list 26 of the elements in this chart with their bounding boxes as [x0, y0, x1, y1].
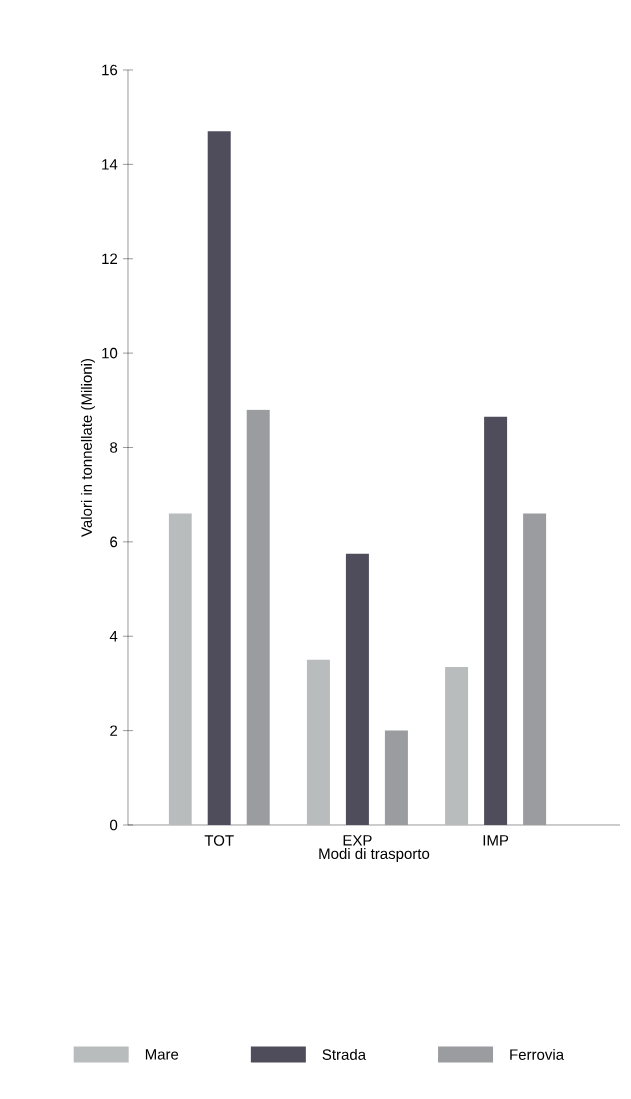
y-tick-label: 12 — [102, 253, 118, 264]
y-tick-label: 14 — [102, 159, 118, 170]
y-tick-label: 0 — [110, 819, 118, 831]
x-axis-title: Modi di trasporto — [319, 848, 430, 862]
bar — [523, 513, 547, 825]
bar — [345, 553, 369, 825]
legend-label: Ferrovia — [510, 1048, 565, 1060]
bar — [246, 409, 270, 825]
x-tick-label: IMP — [483, 835, 509, 846]
x-tick-label: TOT — [204, 835, 234, 846]
y-tick-label: 8 — [110, 442, 118, 453]
bar — [445, 666, 469, 825]
y-tick-label: 16 — [102, 64, 118, 76]
y-tick-label: 4 — [109, 631, 118, 642]
bar — [207, 131, 231, 825]
legend-label: Strada — [322, 1048, 367, 1060]
y-tick-label: 10 — [102, 347, 118, 359]
bar — [306, 659, 330, 825]
x-tick-label: EXP — [343, 835, 372, 846]
y-axis-title: Valori in tonnellate (Milioni) — [80, 358, 95, 537]
bar — [484, 416, 508, 825]
y-tick-label: 2 — [110, 725, 118, 736]
legend-label: Mare — [145, 1049, 179, 1060]
y-tick-label: 6 — [110, 536, 118, 548]
bar — [168, 513, 192, 825]
bar — [384, 730, 408, 825]
